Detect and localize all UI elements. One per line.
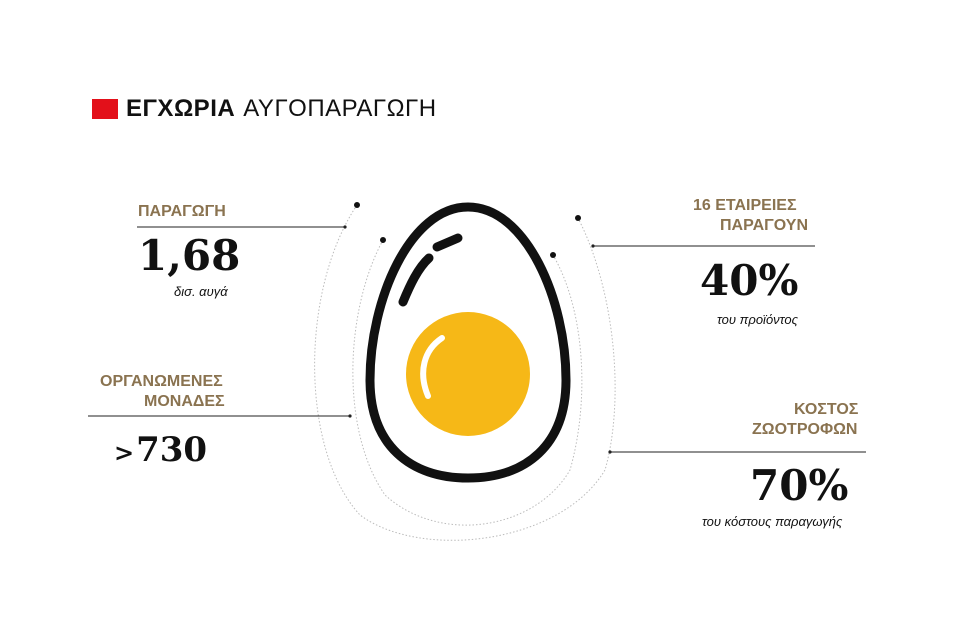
outer-dotted-arc [314, 204, 616, 541]
yolk-highlight [420, 335, 445, 399]
units-label-line2: ΜΟΝΑΔΕΣ [144, 393, 225, 410]
shell-highlight [432, 233, 463, 252]
feed-label-line1: ΚΟΣΤΟΣ [794, 401, 859, 418]
connector-dot [348, 414, 352, 418]
companies-label-line2: ΠΑΡΑΓΟΥΝ [720, 217, 808, 234]
arc-dot [380, 237, 386, 243]
arc-dot [575, 215, 581, 221]
companies-note: του προϊόντος [717, 312, 798, 327]
companies-value: 40% [700, 256, 799, 305]
connector-dot [591, 244, 595, 248]
connector-dot [608, 450, 612, 454]
production-label: ΠΑΡΑΓΩΓΗ [138, 203, 226, 220]
units-value-prefix: > [114, 438, 135, 467]
feed-note: του κόστους παραγωγής [702, 514, 843, 529]
units-label-line1: ΟΡΓΑΝΩΜΕΝΕΣ [100, 373, 223, 390]
production-note: δισ. αυγά [174, 284, 228, 299]
connector-dot [343, 225, 347, 229]
arc-dot [354, 202, 360, 208]
production-value: 1,68 [138, 231, 241, 280]
arc-dot [550, 252, 556, 258]
title-bold: ΕΓΧΩΡΙΑ [126, 95, 236, 122]
shell-highlight [398, 253, 434, 307]
companies-label-line1: 16 ΕΤΑΙΡΕΙΕΣ [693, 197, 797, 214]
title-marker [92, 99, 118, 119]
page-title: ΕΓΧΩΡΙΑ ΑΥΓΟΠΑΡΑΓΩΓΗ [92, 94, 437, 124]
feed-value: 70% [750, 461, 849, 510]
title-light: ΑΥΓΟΠΑΡΑΓΩΓΗ [243, 95, 437, 122]
inner-dotted-arc [352, 239, 583, 526]
feed-label-line2: ΖΩΟΤΡΟΦΩΝ [752, 421, 858, 438]
units-value: 730 [136, 430, 208, 470]
units-value-group: > 730 [114, 426, 207, 474]
